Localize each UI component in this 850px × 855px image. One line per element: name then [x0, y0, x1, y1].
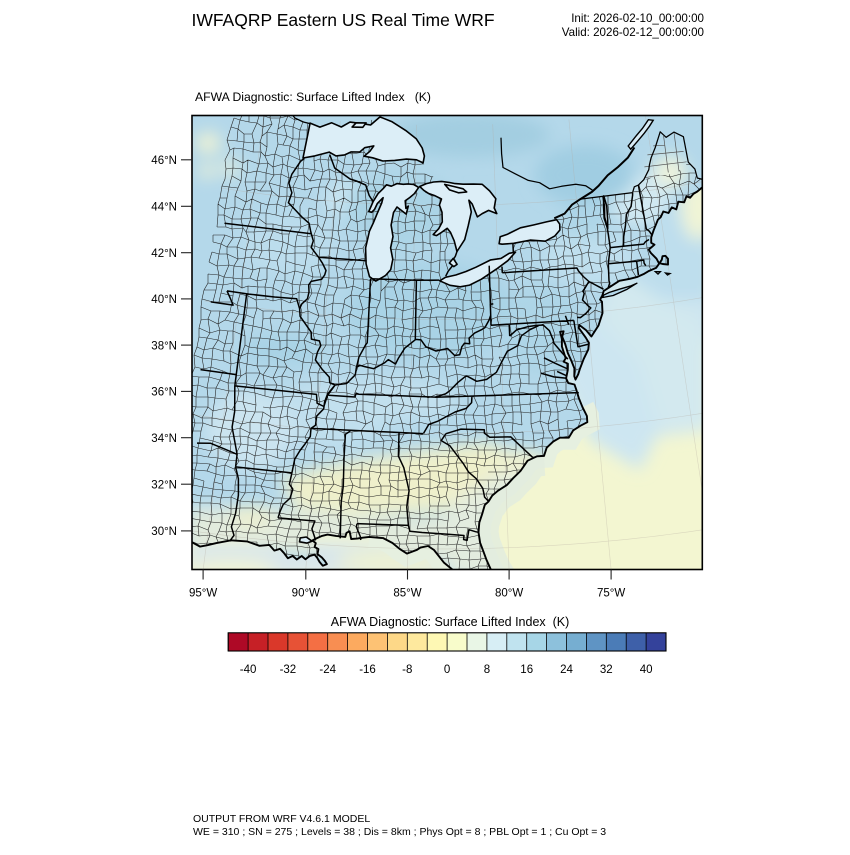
svg-text:32: 32	[600, 664, 613, 676]
svg-text:75°W: 75°W	[597, 588, 625, 600]
svg-text:40°N: 40°N	[151, 294, 177, 306]
svg-text:30°N: 30°N	[151, 526, 177, 538]
svg-text:WE = 310 ; SN = 275 ; Levels =: WE = 310 ; SN = 275 ; Levels = 38 ; Dis …	[193, 826, 606, 838]
svg-text:-32: -32	[280, 664, 297, 676]
svg-text:32°N: 32°N	[151, 479, 177, 491]
svg-text:Valid: 2026-02-12_00:00:00: Valid: 2026-02-12_00:00:00	[562, 26, 704, 39]
svg-text:46°N: 46°N	[151, 155, 177, 167]
svg-text:44°N: 44°N	[151, 202, 177, 214]
svg-text:90°W: 90°W	[292, 588, 320, 600]
svg-text:24: 24	[560, 664, 573, 676]
svg-text:80°W: 80°W	[495, 588, 523, 600]
svg-text:42°N: 42°N	[151, 248, 177, 260]
svg-text:16: 16	[520, 664, 533, 676]
svg-text:-16: -16	[359, 664, 376, 676]
svg-text:95°W: 95°W	[189, 588, 217, 600]
svg-text:8: 8	[484, 664, 490, 676]
svg-text:Init: 2026-02-10_00:00:00: Init: 2026-02-10_00:00:00	[571, 12, 704, 25]
svg-text:38°N: 38°N	[151, 340, 177, 352]
svg-text:34°N: 34°N	[151, 433, 177, 445]
svg-text:OUTPUT FROM WRF V4.6.1 MODEL: OUTPUT FROM WRF V4.6.1 MODEL	[193, 813, 370, 825]
svg-text:85°W: 85°W	[393, 588, 421, 600]
svg-text:IWFAQRP Eastern US Real Time W: IWFAQRP Eastern US Real Time WRF	[191, 10, 494, 30]
svg-text:40: 40	[640, 664, 653, 676]
svg-text:-24: -24	[319, 664, 336, 676]
svg-text:36°N: 36°N	[151, 387, 177, 399]
svg-text:-8: -8	[402, 664, 412, 676]
svg-text:AFWA Diagnostic: Surface Lifte: AFWA Diagnostic: Surface Lifted Index (K…	[331, 615, 570, 629]
svg-text:AFWA Diagnostic: Surface Lifte: AFWA Diagnostic: Surface Lifted Index (K…	[195, 90, 431, 104]
svg-text:0: 0	[444, 664, 450, 676]
svg-text:-40: -40	[240, 664, 257, 676]
